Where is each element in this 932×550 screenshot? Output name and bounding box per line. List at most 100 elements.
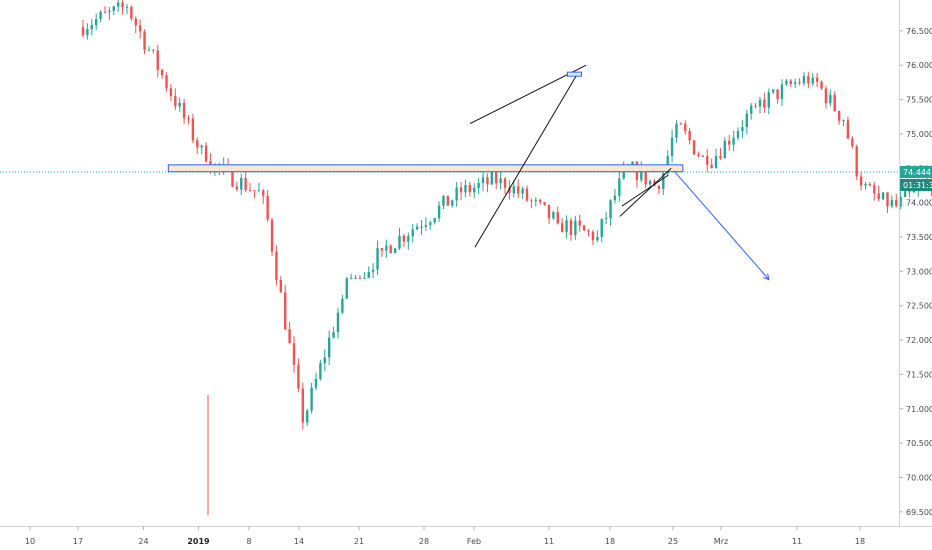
candle-body [728,140,731,145]
candle-body [815,77,819,82]
candle-body [178,102,181,107]
wedge-top-marker[interactable] [567,71,583,77]
candle-body [763,99,766,108]
candle-body [613,195,617,201]
x-tick-label: 18 [605,537,615,546]
candle-body [393,248,397,254]
candle-body [424,224,428,227]
candle-body [327,337,331,358]
candle-body [367,271,370,278]
projection-arrow-head [763,273,770,281]
drawing-annotations[interactable] [167,64,770,281]
x-tick-label: 10 [25,537,35,546]
candle-body [301,388,305,423]
candle-body [600,218,603,237]
triangle-trendline[interactable] [621,174,669,207]
candle-body [415,226,419,230]
candle-body [459,187,463,193]
candle-body [842,120,845,122]
candle-body [789,80,792,84]
candle-body [499,178,502,184]
candle-body [376,248,379,270]
candle-body [517,186,520,194]
candle-body [389,245,392,254]
candle-body [881,192,885,200]
candle-body [754,105,757,107]
candle-body [785,80,788,85]
candle-body [846,120,850,139]
candle-body [310,387,313,411]
candle-body [455,187,458,201]
candle-body [349,278,353,280]
x-tick-label: 24 [138,537,148,546]
candle-body [332,332,335,338]
candle-body [191,118,195,141]
candle-body [758,99,762,107]
candle-body [407,236,410,242]
candle-body [165,75,168,89]
candle-body [284,292,287,330]
candle-body [534,199,537,201]
candle-body [578,220,581,226]
projection-arrow-line[interactable] [673,170,770,280]
x-tick-label: 25 [668,537,678,546]
candle-body [495,172,498,184]
wedge-trendline[interactable] [469,64,587,125]
candle-body [697,154,700,156]
candle-body [521,188,524,194]
candle-body [837,110,841,121]
candle-body [402,235,406,242]
candle-body [398,235,401,249]
candle-body [670,137,674,157]
triangle-trendline[interactable] [619,167,672,217]
candle-body [121,2,124,8]
candle-body [363,277,366,279]
candle-body [855,146,858,177]
y-tick-label: 70.000 [906,473,932,482]
y-tick-label: 69.500 [906,508,932,517]
candle-body [490,172,494,185]
candle-body [868,184,872,186]
candle-body [692,140,696,155]
candle-body [833,94,836,111]
candle-body [508,187,511,194]
candle-body [81,27,85,36]
y-axis[interactable]: 76.50076.00075.50075.00074.50074.00073.5… [899,0,932,526]
candle-body [684,123,687,132]
candle-body [657,185,661,189]
candle-body [125,6,129,8]
y-tick-label: 76.000 [906,61,932,70]
resistance-zone[interactable] [167,164,684,173]
candle-body [371,269,375,272]
candle-body [94,19,98,26]
candle-body [380,248,384,251]
candle-body [640,168,643,180]
candle-body [86,29,89,36]
x-axis[interactable]: 10 17 24 2019 8 14 21 28 Feb 11 18 25 Mrz 11 18 [0,526,932,546]
candlestick-series [81,0,932,516]
candle-body [736,131,740,138]
candle-body [147,49,151,51]
countdown-badge: 01:31:32 [900,179,932,191]
x-tick-label: 2019 [187,537,210,546]
y-tick-label: 73.000 [906,267,932,276]
candle-body [675,123,678,138]
candle-body [411,229,414,237]
candle-body [662,173,665,189]
candle-body [750,105,753,114]
candle-body [679,123,683,125]
candle-body [204,145,208,162]
x-tick-label: 17 [73,537,83,546]
candle-body [618,178,621,196]
candle-body [253,190,256,192]
candle-body [473,187,476,193]
wedge-trendline[interactable] [474,75,577,248]
candle-body [503,178,507,188]
candle-body [886,192,889,207]
candle-body [108,10,111,13]
candle-body [859,176,863,186]
candle-body [591,231,595,241]
candle-body [811,77,814,84]
candle-body [99,11,102,20]
